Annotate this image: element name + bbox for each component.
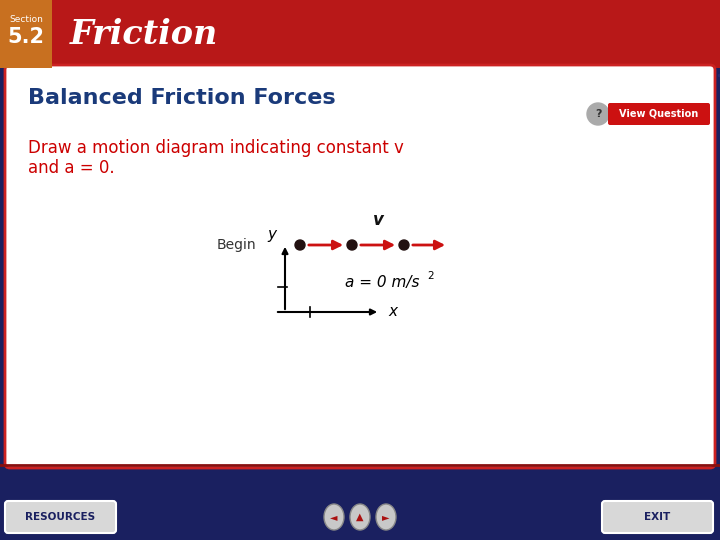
Text: 2: 2 <box>427 271 433 281</box>
Text: a = 0 m/s: a = 0 m/s <box>345 274 420 289</box>
Bar <box>0 0 52 68</box>
Text: Begin: Begin <box>217 238 256 252</box>
FancyBboxPatch shape <box>5 65 715 468</box>
Circle shape <box>347 240 357 250</box>
Circle shape <box>587 103 609 125</box>
Ellipse shape <box>350 504 370 530</box>
Text: and a = 0.: and a = 0. <box>28 159 114 177</box>
Text: x: x <box>388 305 397 320</box>
Text: v: v <box>372 211 384 229</box>
Text: y: y <box>268 227 276 242</box>
Circle shape <box>295 240 305 250</box>
Text: Section: Section <box>9 15 43 24</box>
FancyBboxPatch shape <box>5 501 116 533</box>
Text: EXIT: EXIT <box>644 512 670 522</box>
Ellipse shape <box>324 504 344 530</box>
Bar <box>0 465 720 540</box>
Text: ►: ► <box>382 512 390 522</box>
Text: ▲: ▲ <box>356 512 364 522</box>
Text: 5.2: 5.2 <box>7 27 45 47</box>
Bar <box>0 0 720 68</box>
Text: Friction: Friction <box>70 17 218 51</box>
Text: ?: ? <box>595 109 601 119</box>
Text: Draw a motion diagram indicating constant v: Draw a motion diagram indicating constan… <box>28 139 404 157</box>
Ellipse shape <box>376 504 396 530</box>
FancyBboxPatch shape <box>608 103 710 125</box>
Text: ◄: ◄ <box>330 512 338 522</box>
Text: Balanced Friction Forces: Balanced Friction Forces <box>28 88 336 108</box>
FancyBboxPatch shape <box>602 501 713 533</box>
Circle shape <box>399 240 409 250</box>
Text: RESOURCES: RESOURCES <box>25 512 95 522</box>
Text: View Question: View Question <box>619 109 698 119</box>
